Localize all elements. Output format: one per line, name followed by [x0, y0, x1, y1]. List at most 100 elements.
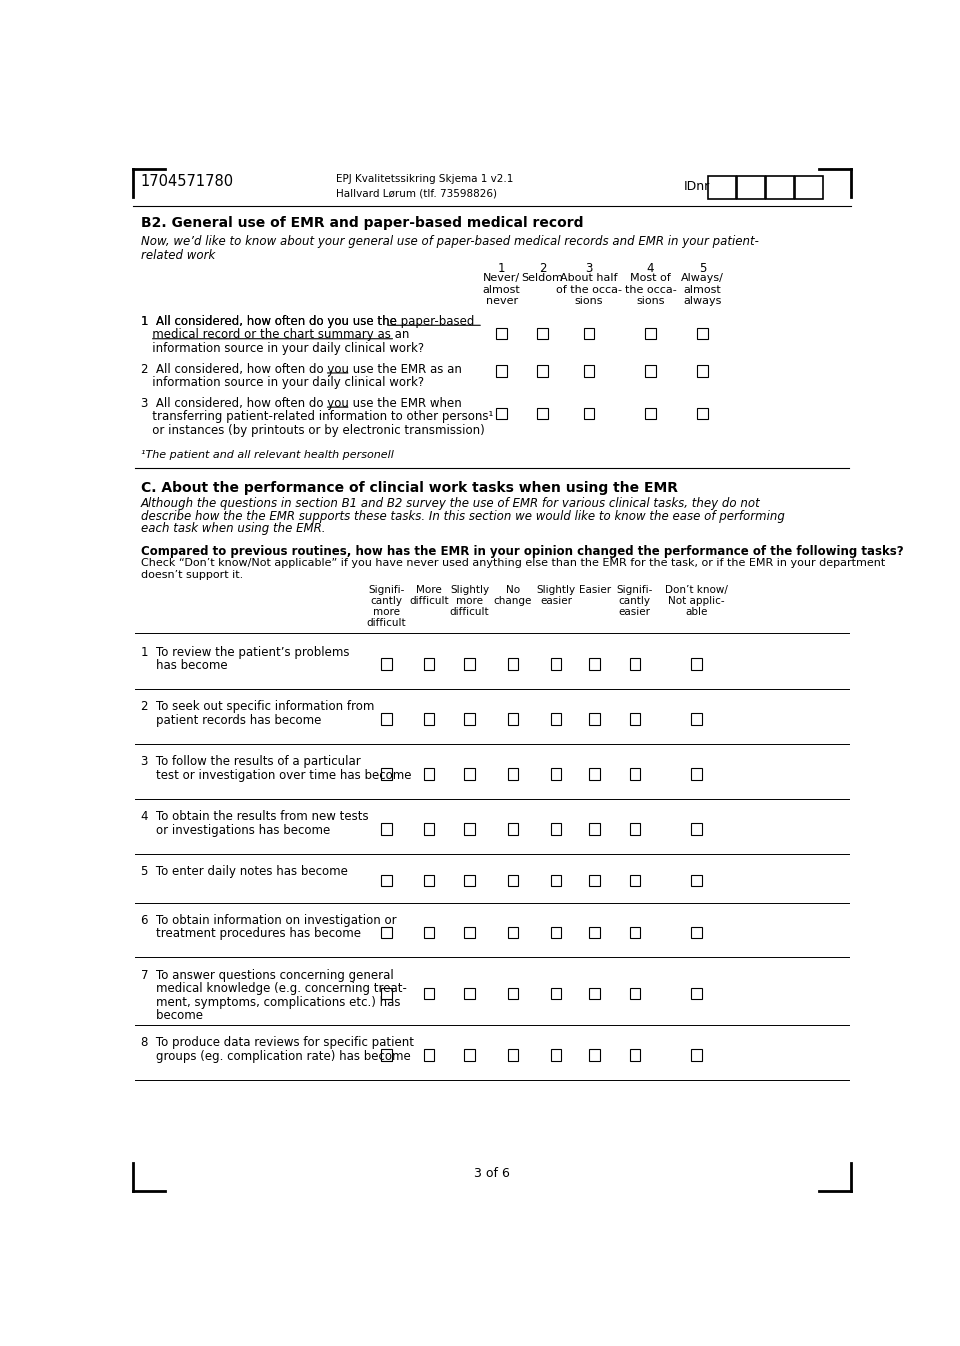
- Bar: [736, 176, 765, 199]
- Text: has become: has become: [141, 660, 228, 672]
- Text: never: never: [486, 296, 517, 307]
- Bar: [589, 658, 600, 670]
- Text: difficult: difficult: [409, 596, 448, 606]
- Text: cantly: cantly: [619, 596, 651, 606]
- Bar: [551, 824, 562, 835]
- Bar: [630, 713, 640, 724]
- Text: describe how the the EMR supports these tasks. In this section we would like to : describe how the the EMR supports these …: [141, 510, 784, 522]
- Bar: [508, 988, 518, 1000]
- Bar: [381, 875, 392, 887]
- Text: 2  All considered, how often do you use the EMR as an: 2 All considered, how often do you use t…: [141, 362, 462, 376]
- Bar: [630, 988, 640, 1000]
- Bar: [423, 658, 434, 670]
- Bar: [589, 824, 600, 835]
- Bar: [508, 824, 518, 835]
- Bar: [508, 875, 518, 887]
- Text: groups (eg. complication rate) has become: groups (eg. complication rate) has becom…: [141, 1050, 411, 1063]
- Text: EPJ Kvalitetssikring Skjema 1 v2.1: EPJ Kvalitetssikring Skjema 1 v2.1: [336, 174, 514, 184]
- Text: 1704571780: 1704571780: [141, 174, 234, 188]
- Bar: [381, 769, 392, 779]
- Text: Never/: Never/: [483, 273, 520, 284]
- Text: Slightly: Slightly: [450, 586, 490, 595]
- Text: 2: 2: [539, 262, 546, 275]
- Text: patient records has become: patient records has become: [141, 713, 322, 727]
- Text: Always/: Always/: [681, 273, 724, 284]
- Text: More: More: [416, 586, 442, 595]
- Text: transferring patient-related information to other persons¹: transferring patient-related information…: [141, 411, 493, 423]
- Bar: [465, 713, 475, 724]
- Bar: [697, 328, 708, 339]
- Bar: [691, 875, 702, 887]
- Bar: [508, 713, 518, 724]
- Text: of the occa-: of the occa-: [556, 285, 622, 295]
- Bar: [589, 713, 600, 724]
- Bar: [465, 769, 475, 779]
- Text: information source in your daily clinical work?: information source in your daily clinica…: [141, 342, 424, 355]
- Text: 7  To answer questions concerning general: 7 To answer questions concerning general: [141, 969, 394, 981]
- Bar: [423, 769, 434, 779]
- Text: each task when using the EMR.: each task when using the EMR.: [141, 522, 325, 536]
- Text: 3: 3: [585, 262, 592, 275]
- Bar: [423, 988, 434, 1000]
- Bar: [691, 824, 702, 835]
- Bar: [465, 927, 475, 938]
- Text: 8  To produce data reviews for specific patient: 8 To produce data reviews for specific p…: [141, 1036, 414, 1050]
- Bar: [538, 328, 548, 339]
- Bar: [630, 1050, 640, 1061]
- Text: treatment procedures has become: treatment procedures has become: [141, 927, 361, 941]
- Text: Most of: Most of: [630, 273, 671, 284]
- Bar: [465, 658, 475, 670]
- Bar: [508, 769, 518, 779]
- Bar: [630, 824, 640, 835]
- Bar: [697, 408, 708, 419]
- Text: test or investigation over time has become: test or investigation over time has beco…: [141, 769, 411, 782]
- Text: medical record or the chart summary as an: medical record or the chart summary as a…: [141, 328, 409, 342]
- Text: IDnr: IDnr: [684, 180, 710, 194]
- Text: ¹The patient and all relevant health personell: ¹The patient and all relevant health per…: [141, 450, 394, 459]
- Bar: [496, 408, 507, 419]
- Text: 4: 4: [647, 262, 654, 275]
- Text: Although the questions in section B1 and B2 survey the use of EMR for various cl: Although the questions in section B1 and…: [141, 497, 760, 510]
- Text: 1: 1: [498, 262, 505, 275]
- Text: become: become: [141, 1010, 203, 1023]
- Bar: [630, 875, 640, 887]
- Text: 3 of 6: 3 of 6: [474, 1167, 510, 1180]
- Text: Don’t know/: Don’t know/: [665, 586, 728, 595]
- Bar: [551, 658, 562, 670]
- Bar: [551, 927, 562, 938]
- Bar: [708, 176, 736, 199]
- Text: always: always: [684, 296, 722, 307]
- Text: sions: sions: [636, 296, 664, 307]
- Bar: [584, 328, 594, 339]
- Text: Now, we’d like to know about your general use of paper-based medical records and: Now, we’d like to know about your genera…: [141, 236, 758, 248]
- Text: easier: easier: [619, 607, 651, 618]
- Text: 4  To obtain the results from new tests: 4 To obtain the results from new tests: [141, 810, 369, 824]
- Bar: [691, 927, 702, 938]
- Bar: [691, 713, 702, 724]
- Text: almost: almost: [483, 285, 520, 295]
- Bar: [423, 713, 434, 724]
- Bar: [465, 988, 475, 1000]
- Text: the occa-: the occa-: [625, 285, 677, 295]
- Text: 1  To review the patient’s problems: 1 To review the patient’s problems: [141, 646, 349, 658]
- Bar: [423, 1050, 434, 1061]
- Text: Check “Don’t know/Not applicable” if you have never used anything else than the : Check “Don’t know/Not applicable” if you…: [141, 559, 885, 568]
- Bar: [645, 408, 656, 419]
- Bar: [589, 927, 600, 938]
- Text: almost: almost: [684, 285, 721, 295]
- Bar: [508, 927, 518, 938]
- Bar: [589, 769, 600, 779]
- Bar: [551, 875, 562, 887]
- Bar: [551, 769, 562, 779]
- Text: 3  To follow the results of a particular: 3 To follow the results of a particular: [141, 755, 361, 769]
- Text: Signifi-: Signifi-: [369, 586, 404, 595]
- Bar: [589, 988, 600, 1000]
- Text: cantly: cantly: [371, 596, 402, 606]
- Bar: [496, 365, 507, 377]
- Text: ment, symptoms, complications etc.) has: ment, symptoms, complications etc.) has: [141, 996, 400, 1010]
- Text: change: change: [493, 596, 532, 606]
- Text: Easier: Easier: [579, 586, 611, 595]
- Bar: [630, 769, 640, 779]
- Text: difficult: difficult: [450, 607, 490, 618]
- Text: Signifi-: Signifi-: [616, 586, 653, 595]
